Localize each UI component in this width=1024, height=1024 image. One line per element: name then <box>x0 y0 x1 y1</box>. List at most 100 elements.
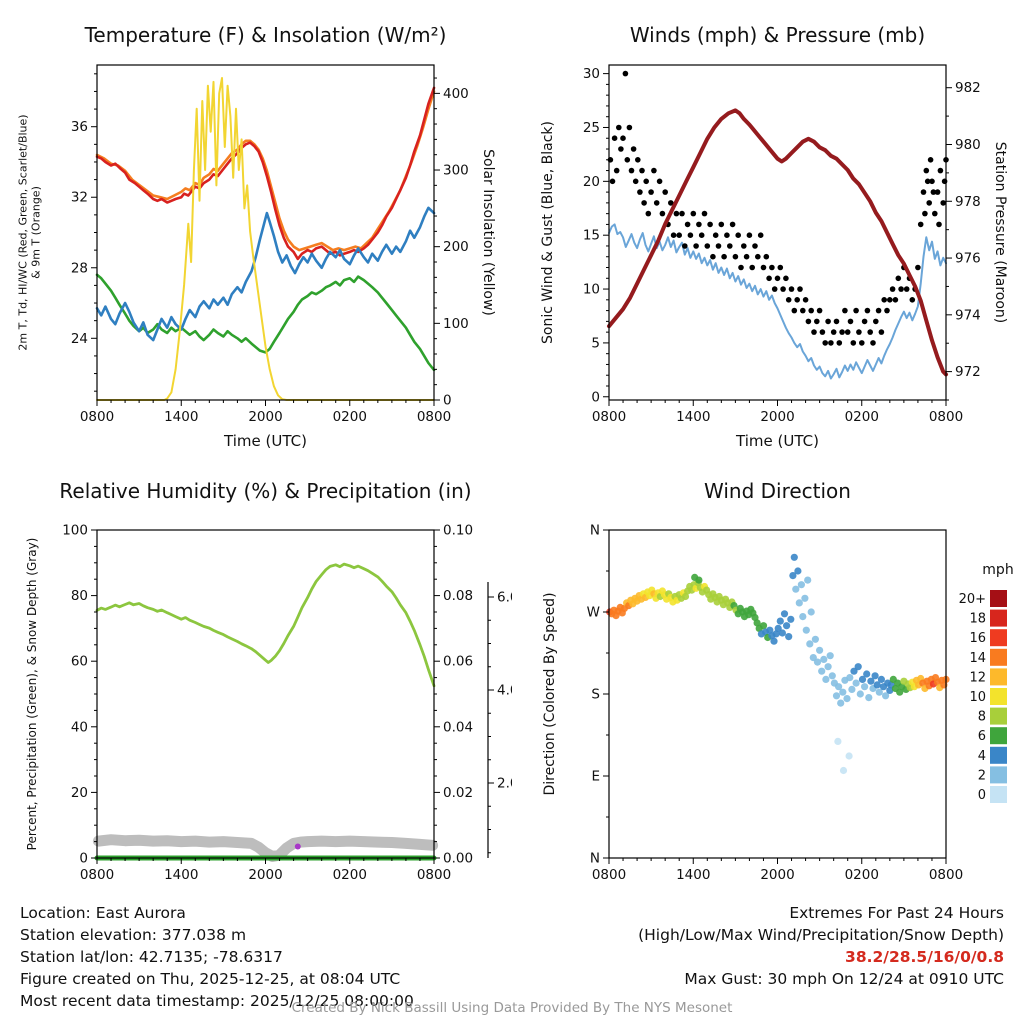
svg-text:6: 6 <box>978 729 986 744</box>
svg-text:15: 15 <box>583 228 600 244</box>
legend-swatch <box>990 688 1007 705</box>
svg-text:0.00: 0.00 <box>443 851 473 867</box>
plot-frame <box>608 529 947 859</box>
series-group <box>607 70 949 380</box>
left-axis-label: Sonic Wind & Gust (Blue, Black) <box>540 121 556 344</box>
svg-text:200: 200 <box>443 239 469 255</box>
svg-text:1400: 1400 <box>164 867 198 883</box>
y-axis-right: 0 100 200 300 400 Solar Insolation (Yellow) <box>434 77 496 409</box>
svg-text:0200: 0200 <box>845 409 879 425</box>
svg-text:972: 972 <box>955 364 981 380</box>
svg-text:20: 20 <box>583 174 600 190</box>
svg-text:974: 974 <box>955 307 981 323</box>
svg-text:0800: 0800 <box>417 409 451 425</box>
wind-gust-series <box>607 70 949 346</box>
legend-swatch <box>990 766 1007 784</box>
extremes-subtitle: (High/Low/Max Wind/Precipitation/Snow De… <box>638 926 1004 944</box>
x-axis-label: Time (UTC) <box>223 432 307 450</box>
svg-text:0800: 0800 <box>929 867 963 883</box>
legend-swatch <box>990 648 1007 666</box>
y-axis-right: 972 974 976 978 980 982 Station Pressure (Maro… <box>946 80 1008 401</box>
chart-title: Temperature (F) & Insolation (W/m²) <box>84 23 447 47</box>
plot-frame <box>96 529 435 859</box>
svg-text:36: 36 <box>71 119 88 135</box>
station-info-block: Location: East Aurora Station elevation:… <box>20 902 414 1012</box>
elevation-line: Station elevation: 377.038 m <box>20 926 247 944</box>
y-axis-left: 0 20 40 60 80 100 Percent, Precipitation (Gree… <box>25 523 97 867</box>
latlon-line: Station lat/lon: 42.7135; -78.6317 <box>20 948 283 966</box>
y-axis-right: 0.00 0.02 0.04 0.06 0.08 0.10 <box>434 523 473 867</box>
svg-text:N: N <box>590 851 600 867</box>
snow-depth-axis: 2.0 4.0 6.0 <box>487 582 512 858</box>
svg-text:10: 10 <box>969 690 986 705</box>
left-axis-label: 2m T, Td, HI/WC (Red, Green, Scarlet/Blu… <box>17 114 43 350</box>
svg-text:976: 976 <box>955 251 981 267</box>
svg-text:28: 28 <box>71 260 88 276</box>
legend-swatch <box>990 786 1007 803</box>
left-axis-label: Percent, Precipitation (Green), & Snow D… <box>25 538 39 851</box>
chart-title: Relative Humidity (%) & Precipitation (i… <box>59 479 471 503</box>
svg-text:E: E <box>591 769 600 785</box>
svg-text:400: 400 <box>443 86 469 102</box>
2m-temperature-series <box>95 86 436 261</box>
series-group <box>95 77 436 401</box>
station-pressure-series <box>607 108 948 377</box>
svg-text:0200: 0200 <box>845 867 879 883</box>
svg-text:0800: 0800 <box>417 867 451 883</box>
svg-text:S: S <box>591 687 600 703</box>
svg-text:1400: 1400 <box>676 867 710 883</box>
left-axis-label: Direction (Colored By Speed) <box>542 592 558 795</box>
svg-text:0200: 0200 <box>333 409 367 425</box>
data-timestamp-line: Most recent data timestamp: 2025/12/25 0… <box>20 992 414 1010</box>
precip-type-marker <box>294 843 301 850</box>
svg-text:0800: 0800 <box>929 409 963 425</box>
svg-text:W: W <box>587 605 600 621</box>
relative-humidity-series <box>95 562 436 688</box>
temperature-insolation-chart: Temperature (F) & Insolation (W/m²) 0800 1… <box>17 23 497 450</box>
svg-text:0: 0 <box>978 788 986 803</box>
svg-text:0.08: 0.08 <box>443 588 473 604</box>
svg-text:32: 32 <box>71 190 88 206</box>
svg-text:100: 100 <box>443 316 469 332</box>
svg-text:0800: 0800 <box>80 409 114 425</box>
chart-title: Winds (mph) & Pressure (mb) <box>630 23 925 47</box>
svg-text:2000: 2000 <box>248 867 282 883</box>
svg-text:80: 80 <box>71 588 88 604</box>
location-line: Location: East Aurora <box>20 904 186 922</box>
svg-text:0.06: 0.06 <box>443 654 473 670</box>
credit-line: Created By Nick Bassill Using Data Provi… <box>291 1000 733 1016</box>
svg-text:16: 16 <box>969 631 986 646</box>
svg-text:14: 14 <box>969 651 986 666</box>
snow-depth-series <box>92 834 439 862</box>
svg-text:4.0: 4.0 <box>497 683 512 699</box>
svg-text:6.0: 6.0 <box>497 590 512 606</box>
legend-swatch <box>990 609 1007 627</box>
figure-created-line: Figure created on Thu, 2025-12-25, at 08… <box>20 970 401 988</box>
y-axis-left: 24 28 32 36 2m T, Td, HI/WC (Red, Green, Sca… <box>17 73 97 392</box>
svg-text:1400: 1400 <box>164 409 198 425</box>
svg-text:2000: 2000 <box>248 409 282 425</box>
svg-text:0800: 0800 <box>592 409 626 425</box>
dewpoint-series <box>95 273 436 372</box>
svg-text:4: 4 <box>978 749 986 764</box>
svg-text:0.10: 0.10 <box>443 523 473 539</box>
svg-text:0: 0 <box>591 389 600 405</box>
winds-pressure-chart: Winds (mph) & Pressure (mb)0800 1400 2000 0… <box>540 23 1008 450</box>
svg-text:0: 0 <box>79 851 88 867</box>
extremes-block: Extremes For Past 24 Hours (High/Low/Max… <box>638 902 1004 990</box>
right-axis-label: Solar Insolation (Yellow) <box>480 149 496 316</box>
svg-text:0: 0 <box>443 393 452 409</box>
svg-text:982: 982 <box>955 80 981 96</box>
chart-title: Wind Direction <box>704 479 851 503</box>
legend-swatch <box>990 590 1007 607</box>
svg-text:30: 30 <box>583 66 600 82</box>
sonic-wind-series <box>608 223 947 380</box>
legend-swatch <box>990 629 1007 647</box>
svg-text:300: 300 <box>443 163 469 179</box>
svg-text:5: 5 <box>591 335 600 351</box>
x-axis: 0800 1400 2000 0200 0800 Time (UTC) <box>80 400 451 450</box>
wind-chill-series <box>95 206 436 342</box>
svg-text:18: 18 <box>969 612 986 627</box>
svg-text:40: 40 <box>71 719 88 735</box>
